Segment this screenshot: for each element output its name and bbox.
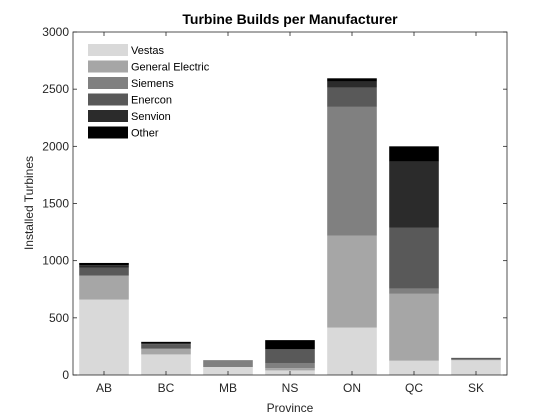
axes-group: 0 500 1000 1500 2000 2500 3000 AB BC MB NS ON QC SK [42, 25, 508, 395]
bar-on-series-3 [327, 87, 377, 107]
bar-qc-series-4 [389, 161, 439, 228]
bar-ns-series-5 [265, 340, 315, 350]
y-tick-label: 3000 [42, 25, 69, 39]
bar-mb-series-2 [203, 360, 253, 367]
bar-ab-series-5 [79, 262, 129, 266]
legend-swatch-4 [88, 110, 128, 122]
legend-swatch-2 [88, 77, 128, 89]
bar-bc-series-4 [141, 342, 191, 345]
bar-qc-series-1 [389, 293, 439, 361]
legend: Vestas General Electric Siemens Enercon Senv… [88, 44, 210, 140]
legend-swatch-5 [88, 126, 128, 139]
bar-qc-series-2 [389, 288, 439, 294]
bar-on-series-0 [327, 327, 377, 375]
legend-label-0: Vestas [131, 45, 165, 57]
bar-sk-series-3 [451, 357, 501, 359]
x-axis-label: Province [267, 401, 314, 415]
bar-on-series-1 [327, 235, 377, 328]
y-tick-label: 1500 [42, 197, 69, 211]
legend-swatch-3 [88, 93, 128, 106]
y-tick-label: 0 [62, 368, 69, 382]
legend-label-5: Other [131, 128, 159, 140]
chart-title: Turbine Builds per Manufacturer [182, 11, 398, 27]
x-tick-label-ab: AB [96, 381, 112, 395]
x-tick-label-bc: BC [158, 381, 175, 395]
legend-label-3: Enercon [131, 95, 172, 107]
bar-sk-series-2 [451, 358, 501, 361]
y-axis-label: Installed Turbines [22, 156, 36, 250]
bar-ab-series-0 [79, 299, 129, 375]
x-tick-label-mb: MB [219, 381, 237, 395]
bar-qc-series-3 [389, 227, 439, 289]
bar-bc-series-0 [141, 354, 191, 375]
bar-qc-series-0 [389, 360, 439, 375]
legend-label-4: Senvion [131, 111, 171, 123]
y-tick-label: 2500 [42, 82, 69, 96]
x-tick-label-on: ON [343, 381, 361, 395]
bar-ab-series-4 [79, 265, 129, 268]
x-tick-label-sk: SK [468, 381, 484, 395]
y-tick-label: 2000 [42, 139, 69, 153]
x-tick-label-ns: NS [282, 381, 299, 395]
legend-swatch-1 [88, 60, 128, 73]
bar-bc-series-1 [141, 348, 191, 355]
bar-on-series-2 [327, 106, 377, 236]
legend-swatch-0 [88, 44, 128, 56]
bar-ab-series-3 [79, 267, 129, 276]
bar-on-series-5 [327, 78, 377, 82]
bar-ab-series-1 [79, 275, 129, 300]
bar-bc-series-5 [141, 341, 191, 343]
bar-qc-series-5 [389, 146, 439, 162]
y-tick-label: 500 [49, 311, 69, 325]
bar-bc-series-3 [141, 344, 191, 349]
legend-label-1: General Electric [131, 62, 210, 74]
bar-ns-series-2 [265, 362, 315, 369]
x-tick-label-qc: QC [405, 381, 423, 395]
bar-on-series-4 [327, 81, 377, 88]
bar-sk-series-0 [451, 360, 501, 375]
bar-mb-series-0 [203, 366, 253, 375]
y-tick-label: 1000 [42, 254, 69, 268]
bar-ns-series-1 [265, 368, 315, 371]
bar-ns-series-3 [265, 349, 315, 363]
legend-label-2: Siemens [131, 78, 174, 90]
